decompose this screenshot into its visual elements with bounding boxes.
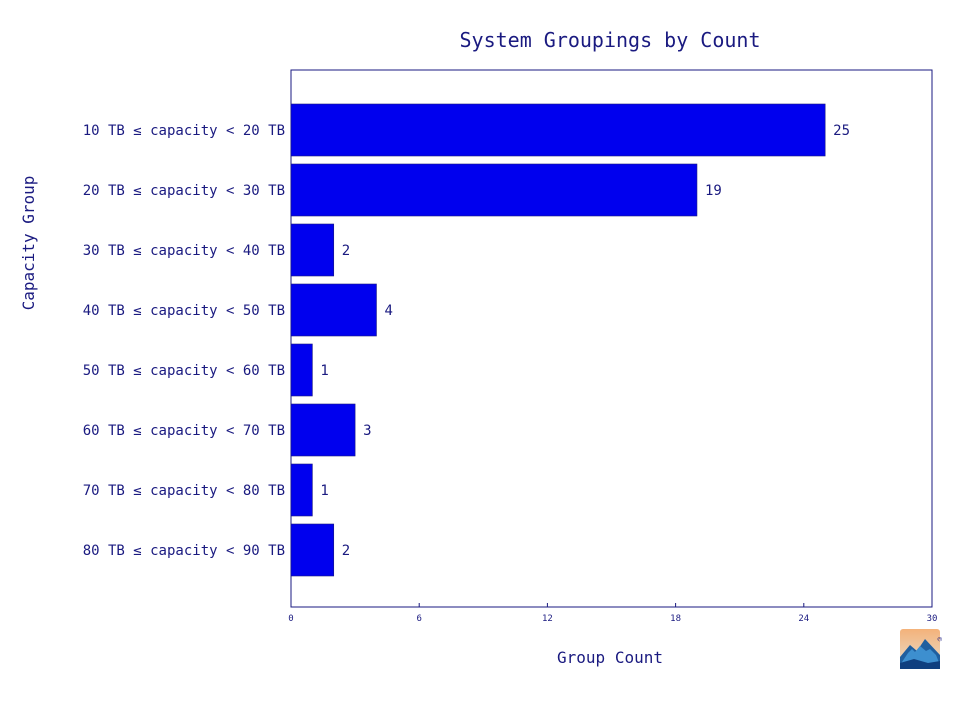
x-tick-label: 0 — [288, 614, 293, 624]
x-tick-label: 12 — [542, 614, 553, 624]
data-label: 25 — [833, 123, 850, 139]
category-label: 20 TB ≤ capacity < 30 TB — [83, 183, 285, 199]
plot-frame — [290, 69, 933, 608]
category-label: 80 TB ≤ capacity < 90 TB — [83, 543, 285, 559]
x-tick-label: 30 — [927, 614, 938, 624]
data-label: 1 — [320, 483, 328, 499]
category-label: 30 TB ≤ capacity < 40 TB — [83, 243, 285, 259]
mountain-logo-icon: © — [900, 629, 943, 669]
bars-layer — [290, 103, 826, 577]
bar — [290, 103, 826, 157]
data-label: 2 — [342, 243, 350, 259]
chart-title: System Groupings by Count — [459, 28, 760, 52]
svg-text:©: © — [935, 637, 943, 642]
category-label: 70 TB ≤ capacity < 80 TB — [83, 483, 285, 499]
x-axis-label: Group Count — [557, 648, 663, 667]
category-label: 50 TB ≤ capacity < 60 TB — [83, 363, 285, 379]
bar — [290, 283, 377, 337]
category-label: 10 TB ≤ capacity < 20 TB — [83, 123, 285, 139]
data-label: 1 — [320, 363, 328, 379]
x-tick-label: 24 — [798, 614, 809, 624]
data-label: 3 — [363, 423, 371, 439]
category-label: 40 TB ≤ capacity < 50 TB — [83, 303, 285, 319]
x-tick-label: 6 — [416, 614, 421, 624]
bar — [290, 163, 698, 217]
x-tick-label: 18 — [670, 614, 681, 624]
category-labels: 10 TB ≤ capacity < 20 TB 20 TB ≤ capacity… — [83, 123, 285, 559]
y-axis-label: Capacity Group — [19, 176, 38, 311]
data-label: 2 — [342, 543, 350, 559]
bar — [290, 523, 335, 577]
data-label: 4 — [384, 303, 392, 319]
category-label: 60 TB ≤ capacity < 70 TB — [83, 423, 285, 439]
bar — [290, 223, 335, 277]
data-label: 19 — [705, 183, 722, 199]
bar — [290, 403, 356, 457]
bar — [290, 463, 313, 517]
data-labels: 25 19 2 4 1 3 1 2 — [320, 123, 850, 559]
bar — [290, 343, 313, 397]
x-axis-ticks: 0 6 12 18 24 30 — [288, 603, 937, 624]
